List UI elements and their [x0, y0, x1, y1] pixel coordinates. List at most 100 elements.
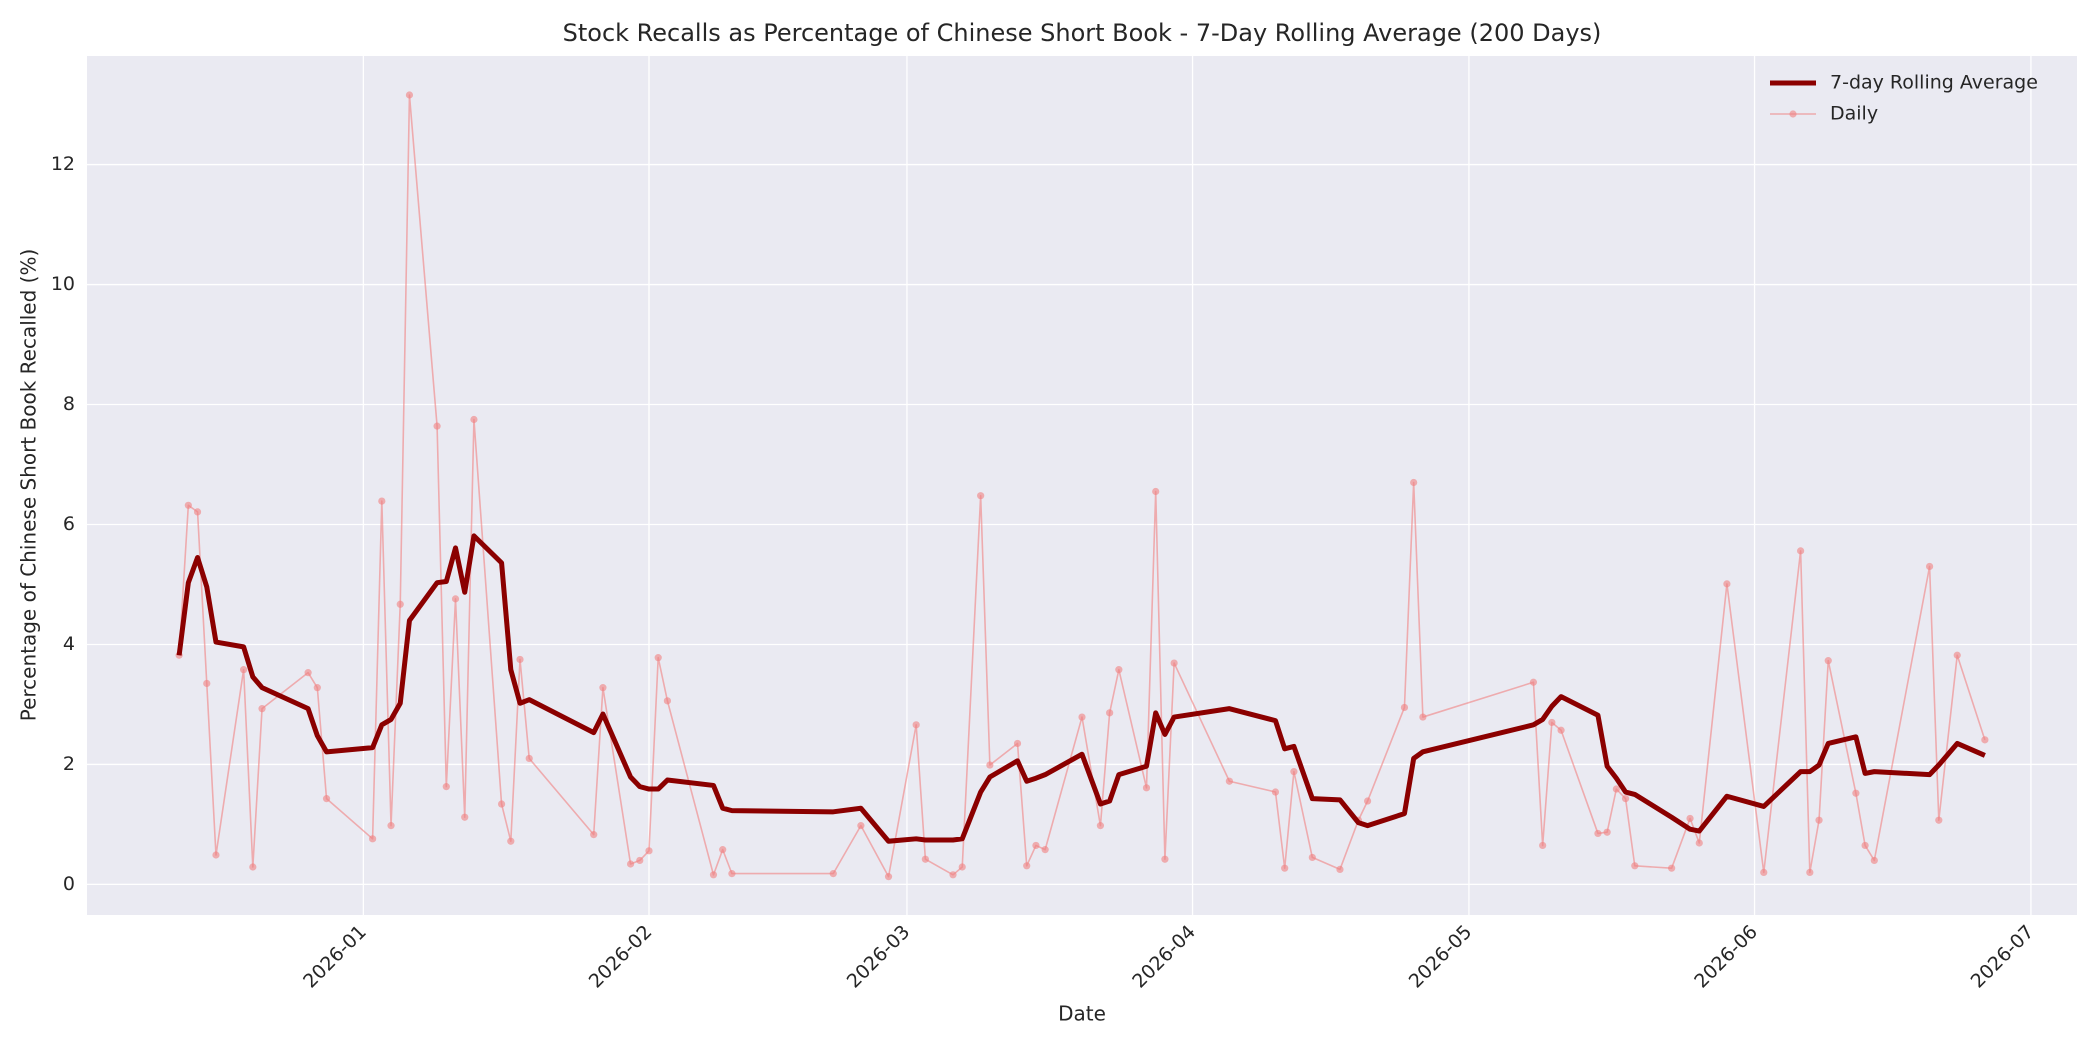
data-point	[1760, 868, 1768, 877]
data-point	[1621, 795, 1630, 803]
data-point	[1539, 841, 1547, 850]
data-point	[1861, 841, 1869, 850]
data-point	[1981, 736, 1989, 744]
data-point	[378, 497, 386, 505]
data-point	[636, 856, 644, 865]
data-point	[1152, 487, 1160, 496]
data-point	[921, 855, 929, 863]
data-point	[1364, 797, 1372, 805]
data-point	[1336, 865, 1344, 874]
data-point	[442, 783, 450, 791]
data-point	[1419, 713, 1427, 721]
data-point	[1529, 678, 1538, 686]
data-point	[369, 835, 377, 843]
data-point	[1281, 864, 1289, 872]
data-point	[1271, 788, 1280, 796]
data-point	[1935, 816, 1943, 824]
data-point	[1594, 829, 1602, 838]
data-point	[663, 697, 672, 705]
data-point	[497, 800, 506, 808]
data-point	[470, 415, 478, 424]
data-point	[1290, 768, 1298, 776]
data-point	[1078, 713, 1086, 721]
x-tick-label: 2026-06	[1690, 921, 1762, 993]
data-point	[884, 873, 893, 881]
x-tick-label: 2026-02	[585, 921, 657, 993]
y-tick-label: 6	[63, 513, 75, 535]
data-point	[433, 422, 441, 430]
data-point	[1612, 785, 1620, 793]
y-axis-label: Percentage of Chinese Short Book Recalle…	[17, 249, 41, 722]
data-point	[626, 860, 635, 868]
grid	[87, 56, 2077, 915]
data-point	[1603, 828, 1611, 836]
data-point	[1852, 789, 1860, 797]
y-tick-label: 2	[63, 753, 75, 775]
legend-marker	[1789, 110, 1797, 118]
data-point	[986, 761, 994, 769]
data-point	[1023, 862, 1031, 870]
data-point	[857, 822, 865, 830]
chart-title: Stock Recalls as Percentage of Chinese S…	[563, 19, 1602, 47]
data-point	[184, 501, 192, 509]
data-point	[1096, 822, 1105, 830]
data-point	[1013, 739, 1022, 748]
x-tick-label: 2026-04	[1128, 921, 1200, 993]
data-point	[912, 721, 920, 729]
data-point	[258, 705, 266, 713]
y-tick-label: 4	[63, 633, 75, 655]
data-point	[1668, 864, 1676, 872]
data-point	[212, 851, 220, 859]
data-point	[599, 684, 607, 692]
data-point	[1548, 718, 1556, 727]
y-tick-label: 0	[63, 873, 75, 895]
data-point	[396, 600, 404, 608]
data-point	[654, 654, 662, 662]
data-point	[949, 871, 957, 879]
data-point	[240, 666, 248, 674]
data-point	[387, 822, 395, 830]
data-point	[1041, 846, 1049, 854]
data-point	[304, 669, 312, 677]
data-point	[1142, 784, 1151, 792]
data-point	[958, 863, 966, 871]
plot-area	[87, 56, 2077, 915]
data-point	[203, 679, 211, 688]
data-point	[977, 492, 985, 500]
data-point	[1824, 657, 1832, 665]
data-point	[1870, 856, 1878, 865]
data-point	[313, 684, 321, 692]
data-point	[1557, 726, 1565, 734]
data-point	[1686, 814, 1694, 823]
data-point	[719, 846, 727, 854]
data-point	[1400, 703, 1409, 712]
data-point	[249, 863, 257, 871]
series-line	[178, 94, 1986, 878]
data-point	[645, 847, 653, 855]
data-point	[322, 795, 331, 803]
data-point	[1723, 580, 1731, 588]
y-tick-label: 10	[51, 273, 75, 295]
data-point	[516, 655, 524, 664]
data-point	[728, 870, 736, 878]
x-tick-label: 2026-01	[299, 921, 371, 993]
data-point	[1115, 666, 1123, 674]
data-point	[1225, 777, 1234, 785]
data-point	[405, 91, 414, 99]
x-tick-label: 2026-05	[1405, 921, 1477, 993]
legend-label: Daily	[1830, 103, 1878, 125]
series-line	[176, 533, 1986, 844]
data-point	[525, 754, 533, 763]
marks	[175, 91, 1989, 881]
data-point	[1925, 562, 1934, 571]
data-point	[1797, 547, 1805, 555]
data-point	[507, 837, 515, 845]
legend: 7-day Rolling Average Daily	[1770, 72, 2038, 125]
data-point	[1631, 862, 1639, 870]
data-point	[829, 870, 837, 878]
y-tick-label: 8	[63, 393, 75, 415]
data-point	[1806, 868, 1814, 877]
legend-label: 7-day Rolling Average	[1830, 72, 2038, 94]
data-point	[1815, 816, 1823, 824]
data-point	[1170, 659, 1178, 667]
